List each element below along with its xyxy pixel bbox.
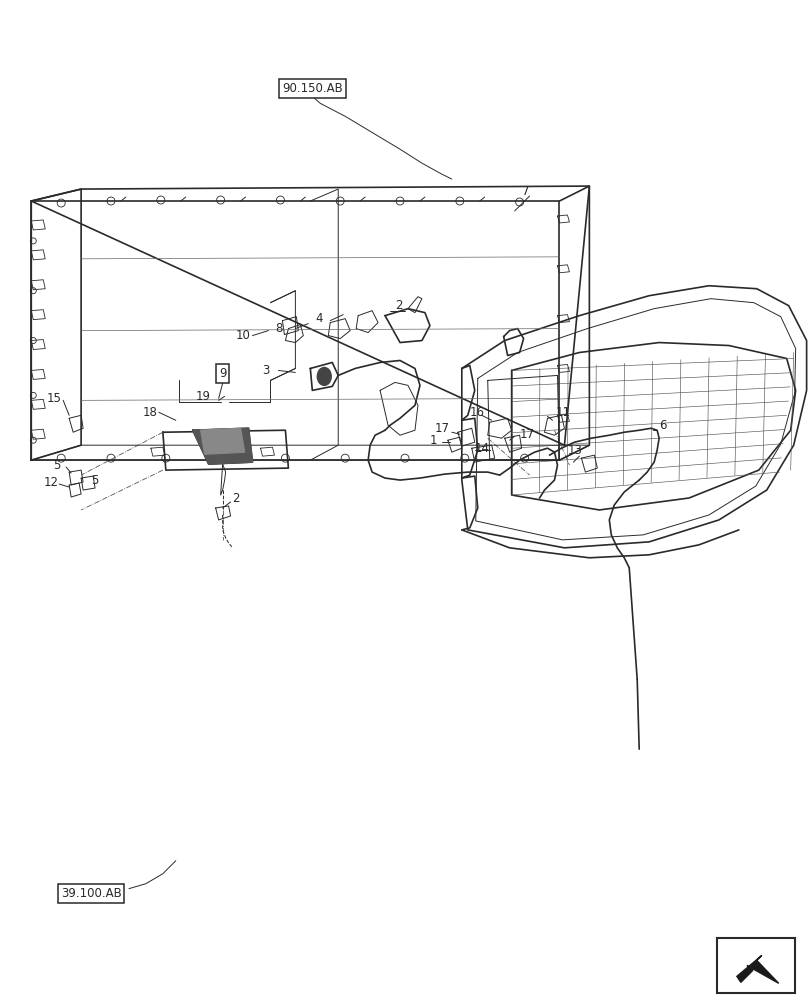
Text: 5: 5 [91, 474, 98, 487]
Polygon shape [192, 428, 252, 464]
Text: 16: 16 [470, 406, 484, 419]
Text: 12: 12 [43, 476, 58, 489]
Text: 15: 15 [46, 392, 61, 405]
Text: 1: 1 [429, 434, 437, 447]
Text: 19: 19 [195, 390, 211, 403]
Text: 10: 10 [235, 329, 250, 342]
Text: 9: 9 [219, 367, 226, 380]
Text: 3: 3 [262, 364, 269, 377]
Text: 11: 11 [555, 406, 570, 419]
Ellipse shape [317, 367, 331, 385]
Text: 18: 18 [143, 406, 157, 419]
Polygon shape [200, 428, 244, 454]
Bar [716, 938, 794, 993]
Text: 90.150.AB: 90.150.AB [281, 82, 342, 95]
Text: 17: 17 [519, 428, 534, 441]
Text: 39.100.AB: 39.100.AB [61, 887, 122, 900]
Text: 13: 13 [567, 444, 581, 457]
Text: 14: 14 [474, 442, 489, 455]
Text: 5: 5 [54, 459, 61, 472]
Text: 4: 4 [315, 312, 323, 325]
Text: 8: 8 [275, 322, 282, 335]
Text: 17: 17 [435, 422, 449, 435]
Text: 6: 6 [659, 419, 666, 432]
Polygon shape [736, 955, 778, 983]
Text: 2: 2 [394, 299, 402, 312]
Text: 2: 2 [232, 492, 240, 505]
Text: 7: 7 [521, 185, 529, 198]
